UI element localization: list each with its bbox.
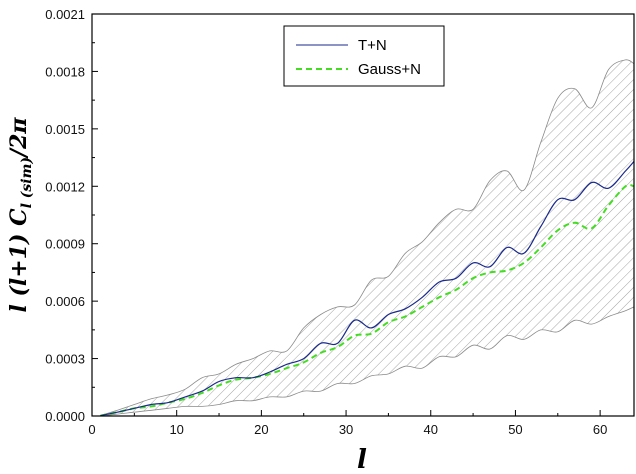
x-tick-label: 50	[508, 422, 522, 437]
y-tick-label: 0.0003	[45, 352, 85, 367]
legend-box	[283, 25, 445, 87]
x-tick-label: 40	[424, 422, 438, 437]
x-tick-label: 0	[88, 422, 95, 437]
legend-label-t-n: T+N	[358, 37, 387, 54]
y-tick-label: 0.0021	[45, 7, 85, 22]
y-tick-label: 0.0009	[45, 237, 85, 252]
y-tick-label: 0.0018	[45, 64, 85, 79]
legend-label-gauss-n: Gauss+N	[358, 61, 421, 78]
y-tick-label: 0.0015	[45, 122, 85, 137]
x-tick-label: 30	[339, 422, 353, 437]
error-band	[100, 59, 634, 416]
x-axis-title: l	[357, 445, 367, 474]
y-tick-label: 0.0006	[45, 294, 85, 309]
x-tick-label: 10	[169, 422, 183, 437]
y-tick-label: 0.0000	[45, 409, 85, 424]
x-tick-label: 60	[593, 422, 607, 437]
series-line-t-n	[100, 161, 634, 416]
y-axis-title-main: l (l+1) C	[6, 208, 32, 313]
series-line-gauss-n	[100, 183, 634, 416]
x-tick-label: 20	[254, 422, 268, 437]
y-axis-title: l (l+1) Cl (sim)/2π	[6, 117, 35, 313]
svg-text:l (l+1) Cl (sim)/2π: l (l+1) Cl (sim)/2π	[6, 117, 35, 313]
legend: T+N Gauss+N	[283, 25, 445, 87]
y-axis-title-subscript: l (sim)	[19, 157, 35, 208]
y-tick-label: 0.0012	[45, 179, 85, 194]
y-axis-title-tail: /2π	[6, 117, 32, 159]
